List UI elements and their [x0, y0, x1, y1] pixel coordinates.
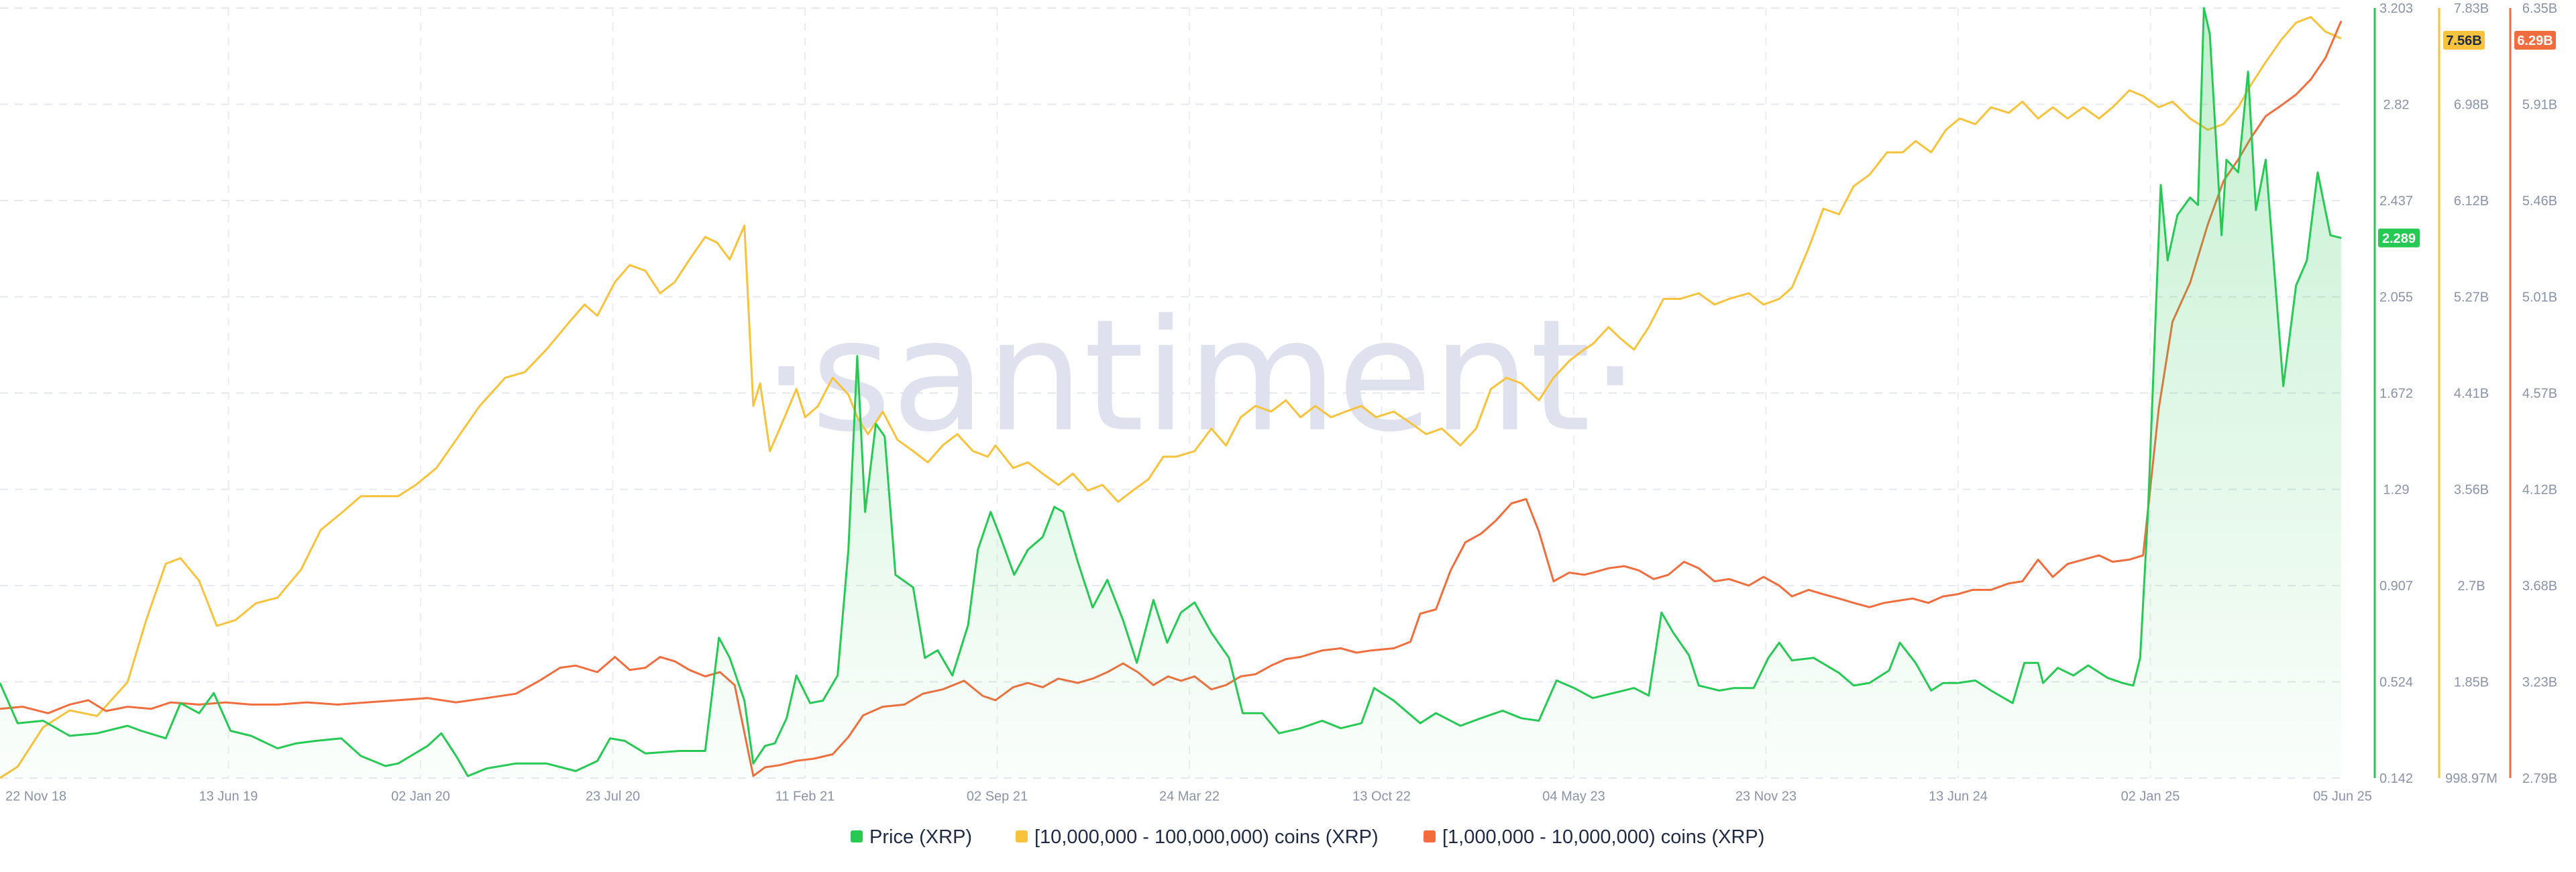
legend: Price (XRP) [10,000,000 - 100,000,000) co…	[851, 826, 1764, 848]
legend-swatch	[1016, 830, 1028, 842]
y-tick-label-price: 2.437	[2379, 194, 2413, 209]
price-area	[0, 8, 2341, 778]
series-line-price	[0, 7, 2342, 777]
legend-item[interactable]: [10,000,000 - 100,000,000) coins (XRP)	[1016, 826, 1379, 848]
y-tick-label-price: 1.29	[2383, 483, 2410, 498]
y-tick-label-price: 2.82	[2383, 98, 2410, 113]
x-tick-label: 02 Sep 21	[967, 789, 1028, 804]
last-value-badge: 7.56B	[2443, 31, 2485, 50]
x-tick-label: 23 Jul 20	[586, 789, 640, 804]
x-tick-label: 02 Jan 25	[2121, 789, 2180, 804]
axes: 22 Nov 18 13 Jun 19 02 Jan 20 23 Jul 20 11 F…	[5, 1, 2557, 804]
y-tick-label-band_1m_10m: 3.23B	[2522, 675, 2557, 690]
x-tick-label: 02 Jan 20	[391, 789, 450, 804]
santiment-watermark: ·santiment·	[762, 287, 1640, 466]
series-line-band_1m_10m	[0, 20, 2343, 777]
y-tick-label-price: 1.672	[2379, 386, 2413, 401]
x-tick-label: 13 Jun 24	[1929, 789, 1988, 804]
y-tick-label-price: 0.907	[2379, 579, 2413, 594]
y-tick-label-band_10m_100m: 7.83B	[2454, 1, 2489, 16]
x-tick-label: 24 Mar 22	[1159, 789, 1220, 804]
legend-swatch	[851, 830, 863, 842]
y-tick-label-band_1m_10m: 4.57B	[2522, 386, 2557, 401]
y-tick-label-band_1m_10m: 5.91B	[2522, 98, 2557, 113]
legend-swatch	[1424, 830, 1436, 842]
badge-label: 2.289	[2382, 231, 2416, 246]
y-tick-label-band_1m_10m: 2.79B	[2522, 771, 2557, 786]
y-tick-label-band_10m_100m: 5.27B	[2454, 290, 2489, 305]
y-tick-label-price: 0.142	[2379, 771, 2413, 786]
legend-item[interactable]: [1,000,000 - 10,000,000) coins (XRP)	[1424, 826, 1764, 848]
x-tick-label: 04 May 23	[1542, 789, 1605, 804]
series-layer	[0, 7, 2343, 779]
y-tick-label-band_1m_10m: 3.68B	[2522, 579, 2557, 594]
legend-label: [10,000,000 - 100,000,000) coins (XRP)	[1034, 826, 1379, 848]
x-tick-label: 23 Nov 23	[1735, 789, 1796, 804]
y-tick-label-band_10m_100m: 1.85B	[2454, 675, 2489, 690]
y-tick-label-band_10m_100m: 6.12B	[2454, 194, 2489, 209]
y-tick-label-price: 3.203	[2379, 1, 2413, 16]
y-tick-label-band_10m_100m: 998.97M	[2445, 771, 2498, 786]
y-tick-label-band_10m_100m: 2.7B	[2457, 579, 2485, 594]
badge-label: 7.56B	[2446, 34, 2481, 48]
y-tick-label-band_1m_10m: 4.12B	[2522, 483, 2557, 498]
last-value-badge: 6.29B	[2514, 31, 2556, 50]
y-tick-label-band_10m_100m: 4.41B	[2454, 386, 2489, 401]
x-tick-label: 13 Jun 19	[199, 789, 258, 804]
x-tick-label: 05 Jun 25	[2313, 789, 2372, 804]
y-tick-label-band_1m_10m: 6.35B	[2522, 1, 2557, 16]
y-tick-label-band_1m_10m: 5.46B	[2522, 194, 2557, 209]
legend-item[interactable]: Price (XRP)	[851, 826, 972, 848]
y-tick-label-price: 0.524	[2379, 675, 2413, 690]
series-line-band_10m_100m	[0, 15, 2342, 779]
legend-label: [1,000,000 - 10,000,000) coins (XRP)	[1442, 826, 1764, 848]
y-tick-label-band_1m_10m: 5.01B	[2522, 290, 2557, 305]
x-tick-label: 22 Nov 18	[5, 789, 66, 804]
legend-label: Price (XRP)	[869, 826, 972, 848]
last-value-badge: 2.289	[2378, 228, 2420, 248]
x-tick-label: 11 Feb 21	[775, 789, 835, 804]
y-tick-label-band_10m_100m: 6.98B	[2454, 98, 2489, 113]
badge-label: 6.29B	[2517, 34, 2553, 48]
x-tick-label: 13 Oct 22	[1352, 789, 1411, 804]
y-tick-label-price: 2.055	[2379, 290, 2413, 305]
y-tick-label-band_10m_100m: 3.56B	[2454, 483, 2489, 498]
